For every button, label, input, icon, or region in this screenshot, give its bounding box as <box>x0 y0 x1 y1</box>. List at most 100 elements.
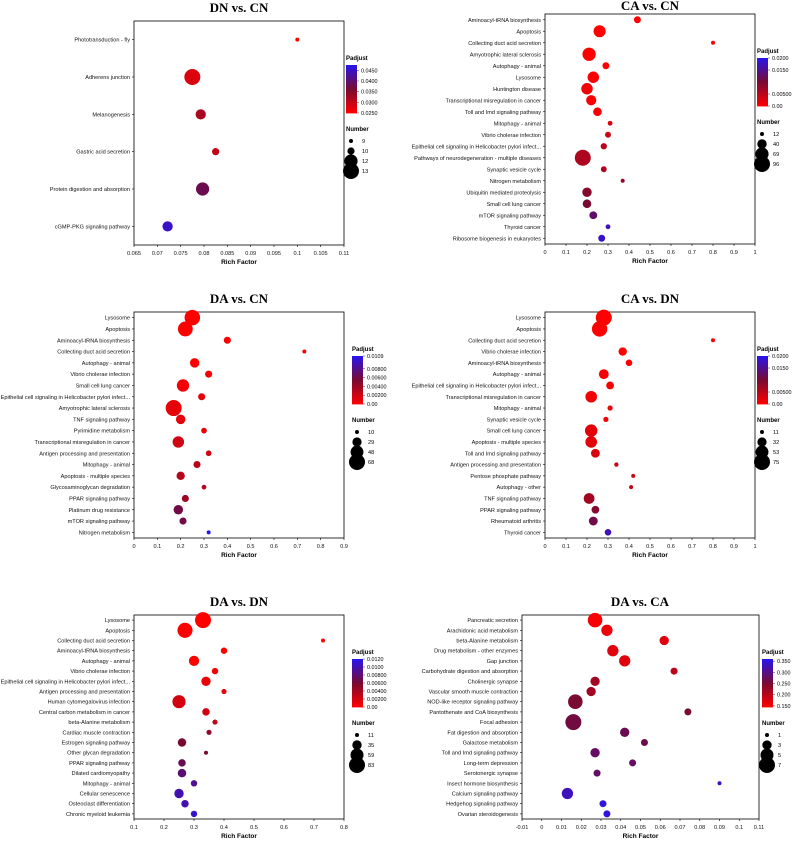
plot-frame <box>544 13 756 245</box>
y-category-label: Apoptosis <box>516 29 541 35</box>
data-point <box>195 612 211 629</box>
data-point <box>593 769 601 777</box>
legend-size-label: 1 <box>778 733 781 739</box>
y-category-label: Apoptosis - multiple species <box>61 474 131 480</box>
data-point <box>184 69 201 85</box>
legend-colorbar-segment <box>352 691 363 694</box>
data-point <box>606 381 614 390</box>
legend-colorbar-segment <box>346 105 357 108</box>
y-category-label: Melanogenesis <box>92 112 130 118</box>
y-category-label: Long-term depression <box>464 761 518 767</box>
legend-colorbar-segment <box>757 92 768 95</box>
legend-colorbar-segment <box>346 71 357 74</box>
legend-colorbar-segment <box>762 667 773 670</box>
x-tick-label: 0.075 <box>174 251 188 257</box>
legend-colorbar-segment <box>352 681 363 684</box>
legend-colorbar-segment <box>757 374 768 377</box>
legend-size-marker <box>343 163 359 179</box>
legend-colorbar-segment <box>757 378 768 381</box>
legend-size-title: Number <box>757 418 780 424</box>
legend-colorbar-segment <box>346 93 357 96</box>
y-category-label: Ovarian steroidogenesis <box>458 812 519 818</box>
legend-colorbar-segment <box>352 374 363 377</box>
legend-color-tick-label: 0.00 <box>367 402 378 408</box>
x-tick-label: 0.2 <box>583 250 591 256</box>
x-tick-label: 0.11 <box>754 825 764 831</box>
x-tick-label: 0.5 <box>646 250 654 256</box>
legend-colorbar-segment <box>352 679 363 682</box>
data-point <box>582 199 592 209</box>
y-category-label: Aminoacyl-tRNA biosynthesis <box>468 361 541 367</box>
x-tick-label: 0.09 <box>245 251 256 257</box>
data-point <box>588 516 598 526</box>
y-category-label: Gap junction <box>487 659 518 665</box>
data-point <box>659 635 669 646</box>
legend-colorbar-segment <box>757 64 768 67</box>
data-point <box>600 166 607 173</box>
y-category-label: Small cell lung cancer <box>487 202 542 208</box>
legend-color-tick-label: 0.0200 <box>772 56 789 62</box>
legend-colorbar-segment <box>762 689 773 692</box>
legend-colorbar-segment <box>762 671 773 674</box>
legend-colorbar-segment <box>762 669 773 672</box>
legend-colorbar-segment <box>346 91 357 94</box>
data-point <box>190 810 198 818</box>
y-category-label: Platinum drug resistance <box>68 508 130 514</box>
data-point <box>684 708 692 716</box>
legend-size-label: 7 <box>778 763 781 769</box>
legend-colorbar-segment <box>352 392 363 395</box>
x-tick-label: 0.085 <box>220 251 234 257</box>
data-point <box>585 390 598 403</box>
chart-panel-2: CA vs. CN Aminoacyl-tRNA biosynthesis Apop… <box>412 0 792 265</box>
data-point <box>212 719 218 725</box>
x-tick-label: 0.01 <box>556 825 567 831</box>
legend-colorbar-segment <box>352 386 363 389</box>
legend-color-title: Padjust <box>352 347 374 353</box>
y-category-label: Lysosome <box>516 316 541 322</box>
legend-color-tick-label: 0.00500 <box>772 390 792 396</box>
legend-size-marker <box>349 139 353 143</box>
data-point <box>598 369 609 380</box>
data-point <box>631 473 636 478</box>
data-point <box>565 714 582 731</box>
data-point <box>587 71 600 83</box>
data-point <box>205 450 212 457</box>
legend-colorbar-segment <box>762 665 773 668</box>
data-point <box>204 750 208 755</box>
legend-colorbar-segment <box>762 699 773 702</box>
legend-size-title: Number <box>762 721 785 727</box>
y-category-label: Galactose metabolism <box>463 741 519 747</box>
legend-colorbar-segment <box>352 398 363 401</box>
legend-color-tick-label: 0.00 <box>772 104 783 110</box>
x-tick-label: 0.6 <box>667 250 675 256</box>
x-tick-label: 0.4 <box>220 825 228 831</box>
data-point <box>605 131 611 138</box>
x-axis-label: Rich Factor <box>221 259 257 266</box>
legend-color-tick-label: 0.00500 <box>772 92 792 98</box>
x-tick-label: 0.03 <box>596 825 607 831</box>
legend-color-tick-label: 0.0150 <box>772 68 789 74</box>
legend-colorbar-segment <box>757 398 768 401</box>
legend-size-label: 9 <box>362 139 365 145</box>
legend-size-label: 53 <box>773 450 779 456</box>
legend-size-label: 59 <box>368 753 374 759</box>
y-category-label: Glycosaminoglycan degradation <box>50 485 130 491</box>
legend-colorbar-segment <box>352 663 363 666</box>
legend-colorbar-segment <box>352 384 363 387</box>
legend-colorbar-segment <box>757 74 768 77</box>
data-point <box>640 738 648 747</box>
legend-color-tick-label: 0.00200 <box>367 393 387 399</box>
legend-color-tick-label: 0.00800 <box>367 673 387 679</box>
legend-color-tick-label: 0.200 <box>777 693 791 699</box>
y-category-label: Serotonergic synapse <box>464 771 518 777</box>
data-point <box>177 321 193 337</box>
data-point <box>211 667 219 675</box>
x-tick-label: 0.1 <box>562 544 570 550</box>
legend-size-marker <box>765 733 769 737</box>
y-category-label: Epithelial cell signaling in Helicobacte… <box>412 383 542 389</box>
data-point <box>619 655 631 667</box>
data-point <box>605 224 611 230</box>
legend-colorbar-segment <box>352 705 363 708</box>
data-point <box>591 321 608 337</box>
legend-colorbar-segment <box>757 94 768 97</box>
